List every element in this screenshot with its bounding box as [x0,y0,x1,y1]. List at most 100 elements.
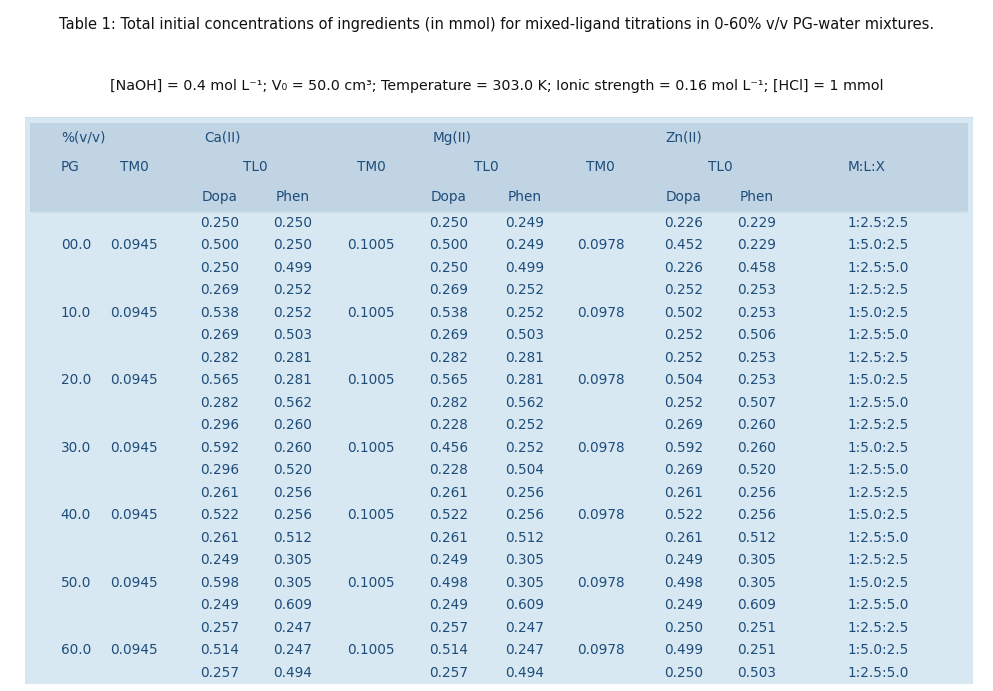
Text: 0.296: 0.296 [200,463,238,477]
Text: PG: PG [61,160,79,174]
Text: 0.305: 0.305 [505,576,544,590]
Text: 00.0: 00.0 [61,238,91,252]
Text: 0.565: 0.565 [429,373,469,387]
Text: 0.1005: 0.1005 [348,509,395,522]
Text: 0.514: 0.514 [200,643,238,657]
Text: 0.0945: 0.0945 [110,373,158,387]
Text: 0.269: 0.269 [429,328,469,342]
Text: 0.609: 0.609 [738,598,777,612]
Text: 0.0945: 0.0945 [110,509,158,522]
Text: Phen: Phen [275,190,309,204]
Text: 10.0: 10.0 [61,306,91,320]
Text: 0.250: 0.250 [429,261,469,275]
Text: 0.253: 0.253 [738,283,777,297]
Text: TL0: TL0 [475,160,498,174]
Text: 0.503: 0.503 [505,328,544,342]
Text: 0.251: 0.251 [738,643,777,657]
Text: 0.269: 0.269 [429,283,469,297]
Text: TL0: TL0 [708,160,733,174]
Text: Phen: Phen [507,190,541,204]
Text: 0.520: 0.520 [273,463,312,477]
Text: 0.269: 0.269 [200,328,238,342]
Text: 0.282: 0.282 [200,351,238,365]
Text: 0.0945: 0.0945 [110,576,158,590]
Text: 0.0945: 0.0945 [110,643,158,657]
Text: 0.565: 0.565 [200,373,238,387]
Text: 1:5.0:2.5: 1:5.0:2.5 [848,306,910,320]
Text: 1:5.0:2.5: 1:5.0:2.5 [848,238,910,252]
Text: 0.256: 0.256 [738,486,777,500]
Text: 1:2.5:5.0: 1:2.5:5.0 [848,598,910,612]
Text: 1:2.5:5.0: 1:2.5:5.0 [848,396,910,410]
Text: Mg(II): Mg(II) [433,131,472,145]
Text: 0.452: 0.452 [664,238,703,252]
Text: 0.257: 0.257 [429,621,469,635]
Text: 0.250: 0.250 [273,238,312,252]
Text: 40.0: 40.0 [61,509,91,522]
Text: 0.512: 0.512 [738,531,777,545]
Text: 0.458: 0.458 [738,261,777,275]
Text: 0.257: 0.257 [200,621,238,635]
Text: 0.282: 0.282 [200,396,238,410]
Text: 0.520: 0.520 [738,463,777,477]
Text: 0.281: 0.281 [505,373,544,387]
Text: TM0: TM0 [119,160,148,174]
Text: 0.252: 0.252 [505,418,544,433]
Text: 0.0978: 0.0978 [577,373,625,387]
Text: 0.499: 0.499 [664,643,703,657]
Text: 0.522: 0.522 [200,509,238,522]
Text: 0.522: 0.522 [664,509,703,522]
Text: [NaOH] = 0.4 mol L⁻¹; V₀ = 50.0 cm³; Temperature = 303.0 K; Ionic strength = 0.1: [NaOH] = 0.4 mol L⁻¹; V₀ = 50.0 cm³; Tem… [110,79,883,93]
Text: 0.0978: 0.0978 [577,306,625,320]
Text: 0.456: 0.456 [429,441,469,455]
Text: 60.0: 60.0 [61,643,91,657]
Text: 0.256: 0.256 [505,509,544,522]
Text: 0.0945: 0.0945 [110,238,158,252]
Text: TL0: TL0 [243,160,268,174]
Text: Dopa: Dopa [202,190,237,204]
Text: 0.281: 0.281 [273,373,312,387]
Text: 0.228: 0.228 [429,463,468,477]
Text: 0.250: 0.250 [200,261,238,275]
Text: %(v/v): %(v/v) [61,131,105,145]
Text: 0.498: 0.498 [429,576,469,590]
Text: 0.514: 0.514 [429,643,469,657]
Text: 0.506: 0.506 [738,328,777,342]
Text: 1:5.0:2.5: 1:5.0:2.5 [848,373,910,387]
Text: 0.249: 0.249 [200,553,238,567]
Text: 1:2.5:2.5: 1:2.5:2.5 [848,351,910,365]
Text: 0.253: 0.253 [738,373,777,387]
Text: 0.260: 0.260 [738,441,777,455]
Text: 0.249: 0.249 [429,553,469,567]
Text: 0.252: 0.252 [505,283,544,297]
Text: 0.0945: 0.0945 [110,441,158,455]
Text: 0.592: 0.592 [200,441,238,455]
Text: 0.0978: 0.0978 [577,441,625,455]
Text: Dopa: Dopa [431,190,467,204]
Text: 0.256: 0.256 [738,509,777,522]
Text: 0.252: 0.252 [664,283,703,297]
Text: 0.249: 0.249 [664,553,703,567]
Text: 0.252: 0.252 [505,441,544,455]
Text: 0.0978: 0.0978 [577,576,625,590]
Text: 0.512: 0.512 [273,531,312,545]
Text: 0.261: 0.261 [200,486,238,500]
Text: 0.226: 0.226 [664,261,703,275]
Text: 0.260: 0.260 [738,418,777,433]
Text: Phen: Phen [740,190,774,204]
Text: 1:5.0:2.5: 1:5.0:2.5 [848,643,910,657]
Text: 0.252: 0.252 [664,396,703,410]
Text: 0.494: 0.494 [505,666,544,680]
Text: 0.249: 0.249 [505,216,544,230]
Text: 1:2.5:2.5: 1:2.5:2.5 [848,418,910,433]
Text: 0.522: 0.522 [429,509,469,522]
FancyBboxPatch shape [15,112,983,690]
Text: Ca(II): Ca(II) [205,131,240,145]
Text: 0.609: 0.609 [505,598,544,612]
Text: 0.253: 0.253 [738,306,777,320]
Text: TM0: TM0 [356,160,385,174]
Text: 0.257: 0.257 [200,666,238,680]
Text: 0.562: 0.562 [505,396,544,410]
Text: 1:2.5:5.0: 1:2.5:5.0 [848,531,910,545]
Text: 0.0945: 0.0945 [110,306,158,320]
